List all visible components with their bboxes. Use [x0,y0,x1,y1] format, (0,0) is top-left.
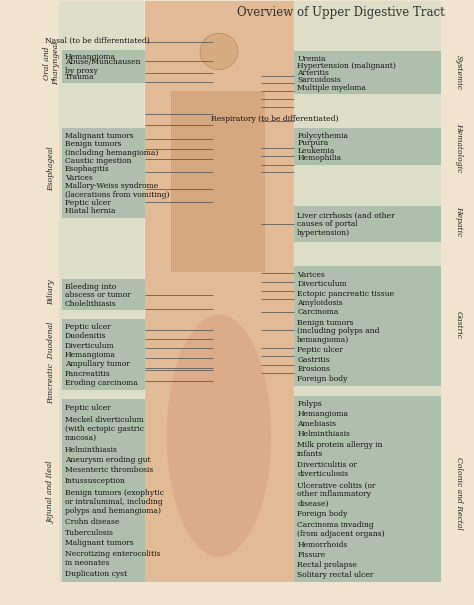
Bar [62,50,145,83]
Bar [294,396,441,582]
Bar [171,91,265,272]
Text: Esophagitis: Esophagitis [65,165,109,174]
Text: Helminthiasis: Helminthiasis [297,430,350,439]
Text: Abuse/Munchausen
by proxy: Abuse/Munchausen by proxy [65,59,140,75]
Text: Purpura: Purpura [297,139,328,147]
Text: Varices: Varices [297,270,325,278]
Text: Gastric: Gastric [455,311,463,339]
Bar [62,319,145,390]
Bar [145,1,294,582]
Text: Fissure: Fissure [297,551,326,558]
Text: Multiple myeloma: Multiple myeloma [297,83,366,92]
Text: Cholelithiasis: Cholelithiasis [65,299,117,308]
Bar [294,266,441,386]
Text: Necrotizing enterocolitis
in neonates: Necrotizing enterocolitis in neonates [65,551,160,567]
Text: Ulcerative colitis (or
other inflammatory
disease): Ulcerative colitis (or other inflammator… [297,482,376,508]
Text: Oral and
Pharyngeal: Oral and Pharyngeal [43,42,60,85]
Text: Biliary: Biliary [47,280,55,305]
Text: Hematologic: Hematologic [455,123,463,172]
Text: Helminthiasis: Helminthiasis [65,446,118,454]
Text: Tuberculosis: Tuberculosis [65,529,114,537]
Text: Hemangioma: Hemangioma [297,410,348,418]
Text: Aneurysm eroding gut: Aneurysm eroding gut [65,456,151,464]
Text: Bleeding into
abscess or tumor: Bleeding into abscess or tumor [65,283,130,299]
Text: Arteritis: Arteritis [297,69,329,77]
Text: Benign tumors (exophytic
or intraluminal, including
polyps and hemangioma): Benign tumors (exophytic or intraluminal… [65,489,164,514]
Text: Hemorrhoids: Hemorrhoids [297,540,347,549]
Text: Foreign body: Foreign body [297,511,347,518]
Text: Crohn disease: Crohn disease [65,518,119,526]
Text: Hemangioma: Hemangioma [65,351,116,359]
Text: Duodenitis: Duodenitis [65,333,107,341]
Text: Rectal prolapse: Rectal prolapse [297,561,357,569]
Text: Trauma: Trauma [65,73,94,81]
Text: Eroding carcinoma: Eroding carcinoma [65,379,137,387]
Text: Milk protein allergy in
infants: Milk protein allergy in infants [297,441,383,458]
Text: Hiatal hernia: Hiatal hernia [65,207,116,215]
Text: Carcinoma: Carcinoma [297,309,338,316]
Ellipse shape [200,33,238,70]
Text: Hemangioma: Hemangioma [65,53,116,61]
Text: Polycythemia: Polycythemia [297,132,348,140]
Text: Esophageal: Esophageal [47,146,55,191]
Text: Ectopic pancreatic tissue: Ectopic pancreatic tissue [297,290,394,298]
Bar [62,279,145,310]
Text: Uremia: Uremia [297,54,326,63]
Text: Diverticulum: Diverticulum [297,280,347,288]
Text: Varices: Varices [65,174,93,182]
Text: Solitary rectal ulcer: Solitary rectal ulcer [297,571,374,578]
Text: Pancreatitis: Pancreatitis [65,370,111,378]
Text: Diverticulum: Diverticulum [65,342,115,350]
Text: Ampullary tumor: Ampullary tumor [65,361,130,368]
Text: Erosions: Erosions [297,365,330,373]
Text: Leukemia: Leukemia [297,147,335,155]
Text: Duplication cyst: Duplication cyst [65,571,127,578]
Text: Jejunal and Ileal: Jejunal and Ileal [47,462,55,525]
Text: Colonic and Rectal: Colonic and Rectal [455,457,463,529]
Text: Amebiasis: Amebiasis [297,420,336,428]
Bar [294,51,441,94]
Bar [294,128,441,165]
Text: Benign tumors
(including hemangioma): Benign tumors (including hemangioma) [65,140,158,157]
Text: Nasal (to be differentiated): Nasal (to be differentiated) [45,36,150,45]
Text: Malignant tumors: Malignant tumors [65,539,134,547]
Text: Pancreatic  Duodenal: Pancreatic Duodenal [47,322,55,404]
Bar [294,206,441,242]
Text: Malignant tumors: Malignant tumors [65,132,134,140]
Text: Foreign body: Foreign body [297,375,347,383]
Text: Systemic: Systemic [455,55,463,90]
Text: Peptic ulcer: Peptic ulcer [65,199,111,207]
Text: Caustic ingestion: Caustic ingestion [65,157,131,165]
Text: Gastritis: Gastritis [297,356,330,364]
Bar [62,399,145,582]
Text: Sarcoidosis: Sarcoidosis [297,76,341,85]
Text: Amyloidosis: Amyloidosis [297,299,343,307]
Text: Respiratory (to be differentiated): Respiratory (to be differentiated) [211,115,338,123]
Text: Hypertension (malignant): Hypertension (malignant) [297,62,396,70]
Text: Liver cirrhosis (and other
causes of portal
hypertension): Liver cirrhosis (and other causes of por… [297,212,395,237]
Text: Benign tumors
(including polyps and
hemangioma): Benign tumors (including polyps and hema… [297,319,380,344]
Text: Mesenteric thrombosis: Mesenteric thrombosis [65,466,153,474]
Text: Hemophilia: Hemophilia [297,154,341,162]
Bar [59,1,144,582]
Text: Hepatic: Hepatic [455,206,463,236]
Text: Meckel diverticulum
(with ectopic gastric
mucosa): Meckel diverticulum (with ectopic gastri… [65,416,144,442]
Text: Intussusception: Intussusception [65,477,126,485]
Text: Peptic ulcer: Peptic ulcer [65,323,111,331]
Text: Diverticulitis or
diverticulosis: Diverticulitis or diverticulosis [297,461,357,478]
Text: Carcinoma invading
(from adjacent organs): Carcinoma invading (from adjacent organs… [297,521,385,538]
Text: Mallory-Weiss syndrome
(lacerations from vomiting): Mallory-Weiss syndrome (lacerations from… [65,182,169,199]
Text: Peptic ulcer: Peptic ulcer [65,404,111,412]
Ellipse shape [167,315,271,557]
Text: Peptic ulcer: Peptic ulcer [297,347,343,355]
Text: Overview of Upper Digestive Tract: Overview of Upper Digestive Tract [237,6,445,19]
Bar [293,1,441,582]
Text: Polyps: Polyps [297,401,322,408]
Bar [145,1,294,582]
Bar [62,128,145,218]
